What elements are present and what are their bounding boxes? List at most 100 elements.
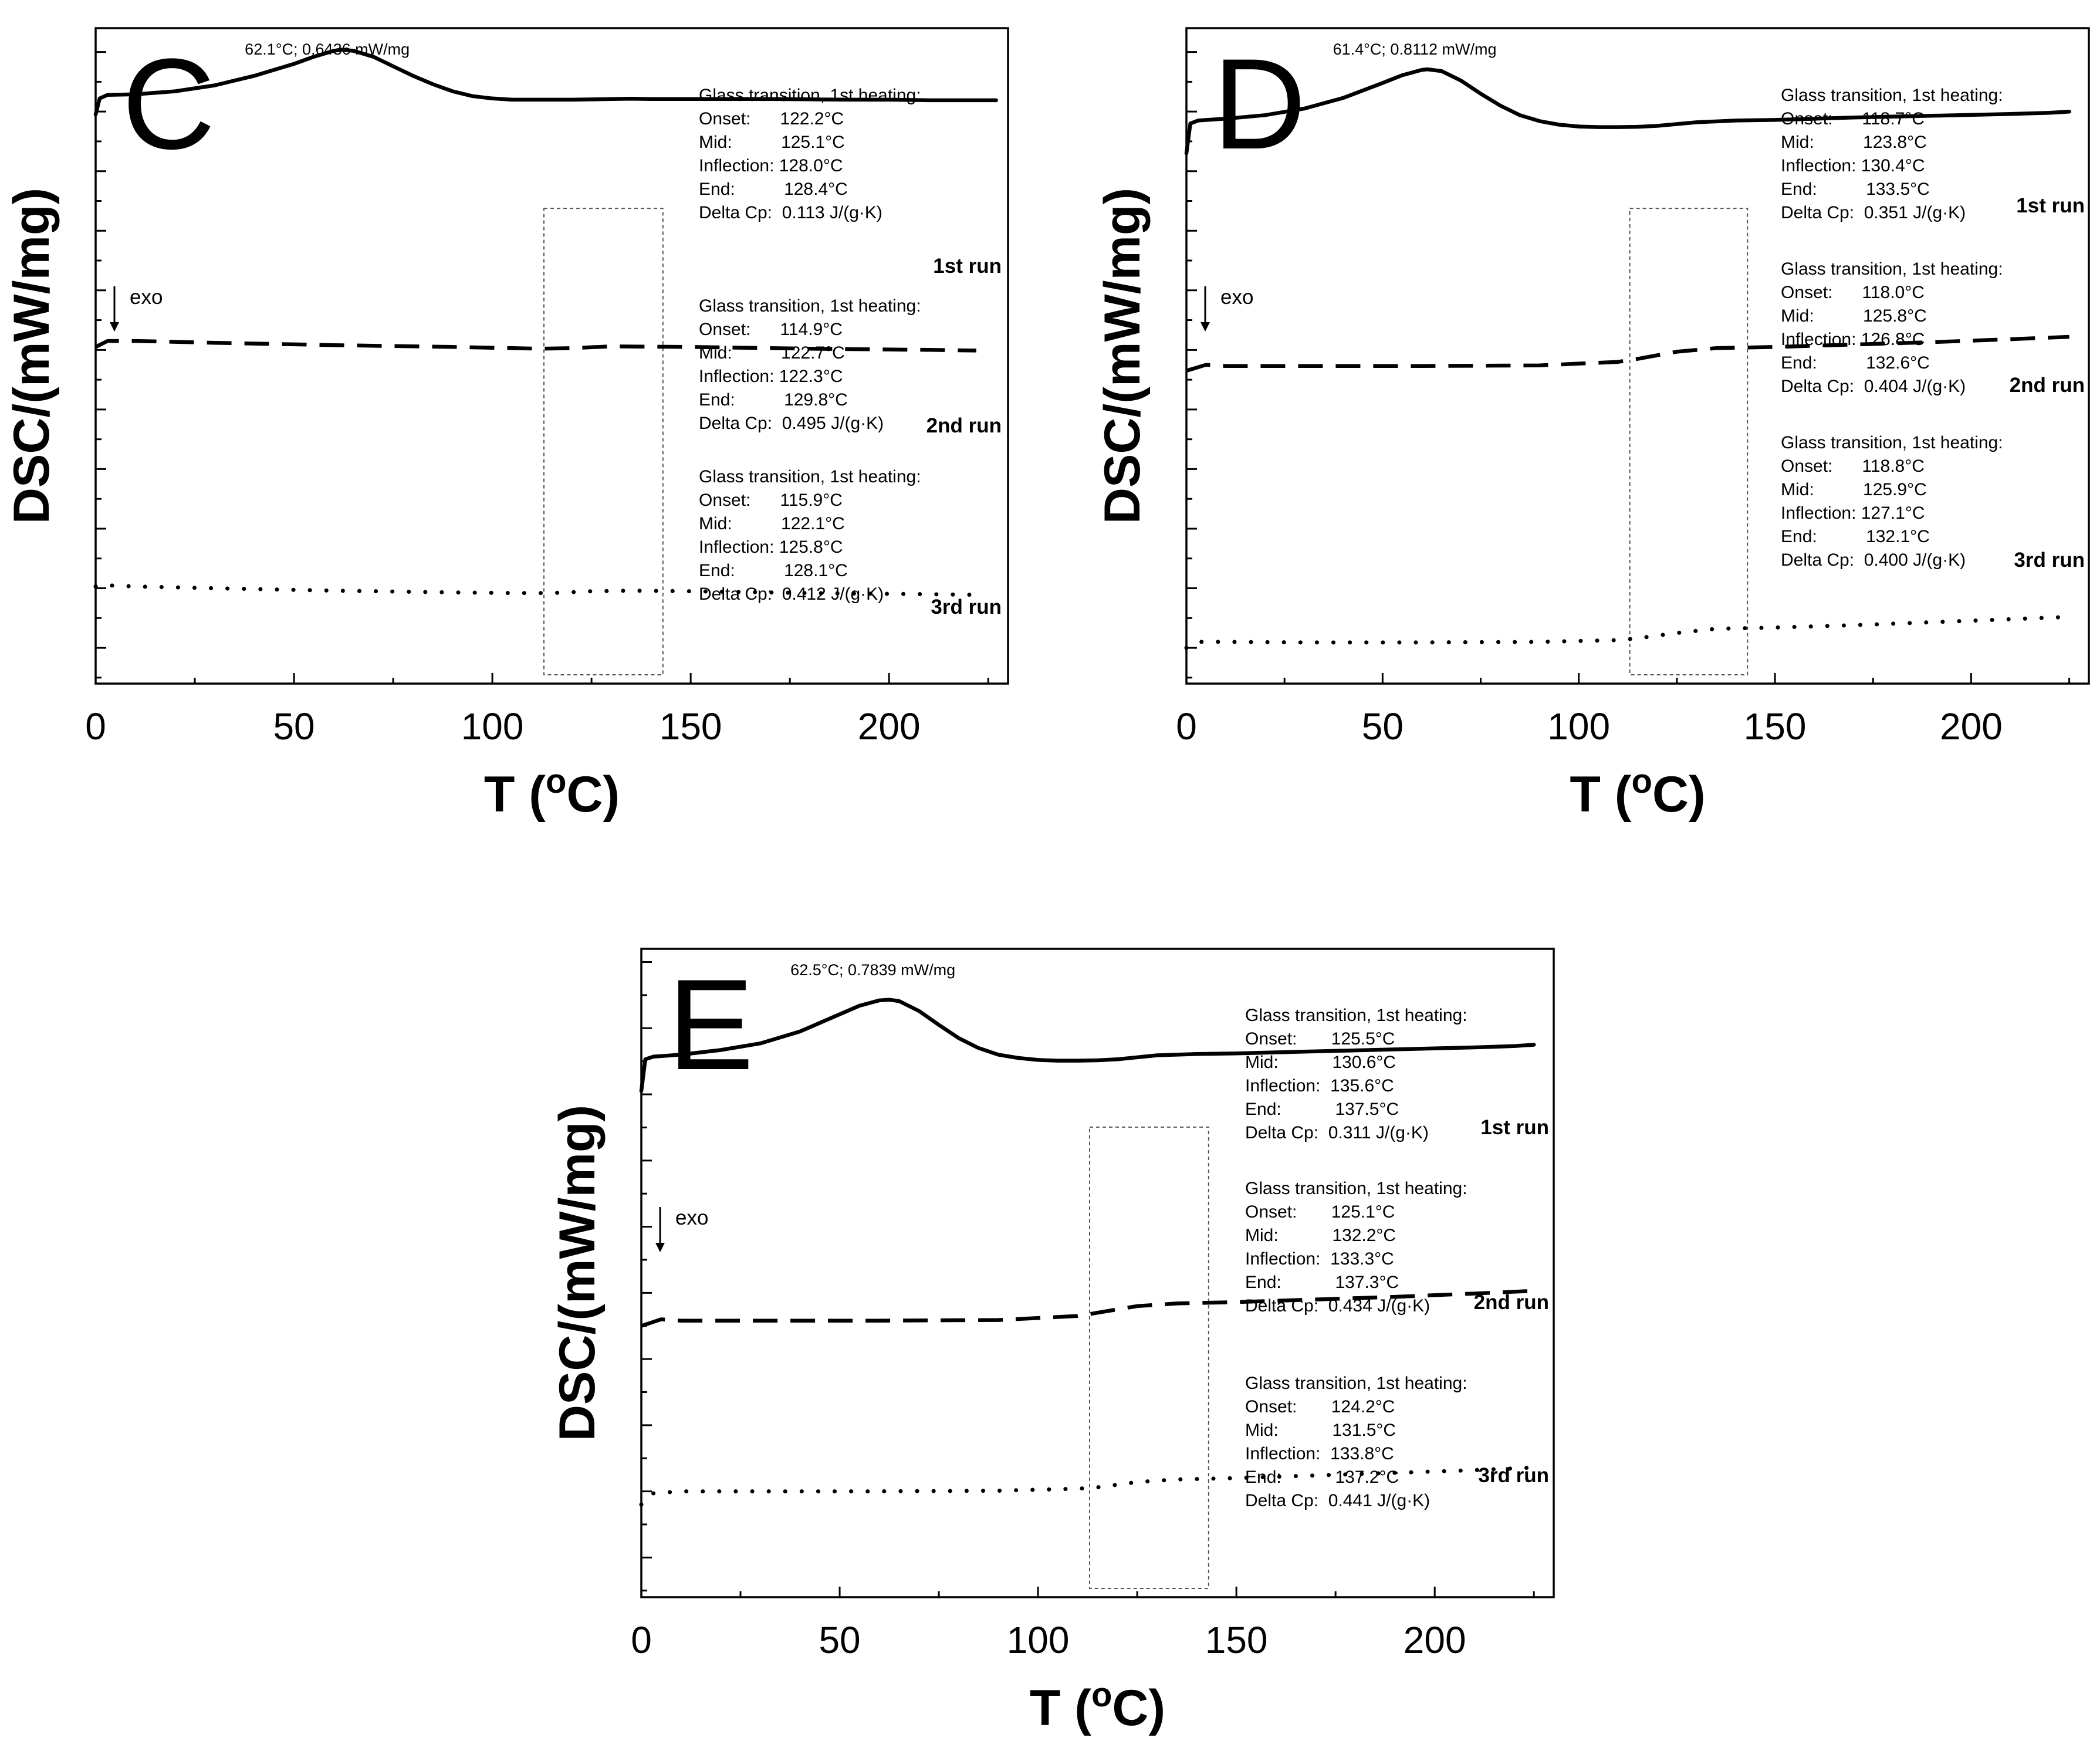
plot-frame [94, 27, 1009, 685]
glass-transition-line: Delta Cp: 0.404 J/(g·K) [1781, 377, 1966, 396]
glass-transition-line: Inflection: 122.3°C [699, 367, 843, 386]
glass-transition-line: End: 128.4°C [699, 180, 848, 199]
series-1st-run-line [639, 998, 1536, 1093]
glass-transition-line: Delta Cp: 0.400 J/(g·K) [1781, 550, 1966, 570]
glass-transition-line: Inflection: 133.3°C [1245, 1249, 1394, 1269]
x-axis-title: T (oC) [1570, 762, 1705, 823]
run-label: 3rd run [931, 596, 1002, 618]
series-3rd-run-line [1184, 614, 2072, 650]
glass-transition-line: Onset: 115.9°C [699, 491, 843, 510]
exo-arrowhead-icon [1201, 322, 1210, 332]
run-label: 1st run [2016, 194, 2085, 217]
peak-annotation: 62.1°C; 0.6436 mW/mg [245, 40, 410, 58]
glass-transition-line: End: 132.6°C [1781, 353, 1930, 373]
glass-transition-line: Mid: 125.8°C [1781, 306, 1927, 326]
x-tick-label: 150 [1744, 705, 1807, 748]
x-tick-label: 0 [85, 705, 106, 748]
glass-transition-line: End: 132.1°C [1781, 527, 1930, 546]
exo-arrowhead-icon [655, 1243, 665, 1252]
x-tick-label: 150 [1205, 1619, 1268, 1661]
glass-transition-heading: Glass transition, 1st heating: [699, 86, 921, 105]
run-label: 1st run [1480, 1116, 1549, 1139]
x-tick-label: 0 [631, 1619, 652, 1661]
glass-transition-line: Mid: 125.1°C [699, 133, 845, 152]
glass-transition-line: Mid: 132.2°C [1245, 1226, 1396, 1245]
glass-transition-line: Delta Cp: 0.441 J/(g·K) [1245, 1491, 1430, 1510]
x-tick-label: 50 [1362, 705, 1404, 748]
y-axis-title: DSC/(mW/mg) [1094, 188, 1151, 524]
glass-transition-line: End: 133.5°C [1781, 180, 1930, 199]
glass-transition-line: Mid: 130.6°C [1245, 1053, 1396, 1072]
glass-transition-line: End: 137.3°C [1245, 1273, 1399, 1292]
run-label: 3rd run [2014, 549, 2085, 572]
glass-transition-line: Delta Cp: 0.351 J/(g·K) [1781, 203, 1966, 222]
glass-transition-line: Delta Cp: 0.412 J/(g·K) [699, 584, 884, 604]
glass-transition-line: Onset: 118.8°C [1781, 457, 1925, 476]
x-tick-label: 50 [273, 705, 315, 748]
glass-transition-line: Onset: 122.2°C [699, 109, 844, 129]
peak-annotation: 61.4°C; 0.8112 mW/mg [1333, 40, 1497, 58]
glass-transition-line: End: 128.1°C [699, 561, 848, 580]
peak-annotation: 62.5°C; 0.7839 mW/mg [790, 961, 955, 979]
glass-transition-line: Inflection: 135.6°C [1245, 1076, 1394, 1096]
panel-letter: E [668, 952, 754, 1097]
glass-transition-line: Mid: 125.9°C [1781, 480, 1927, 499]
series-2nd-run-line [94, 339, 976, 353]
glass-transition-line: Mid: 131.5°C [1245, 1421, 1396, 1440]
glass-transition-line: Mid: 123.8°C [1781, 133, 1927, 152]
run-label: 3rd run [1478, 1464, 1549, 1487]
x-tick-label: 0 [1176, 705, 1197, 748]
x-tick-label: 200 [1940, 705, 2003, 748]
glass-transition-heading: Glass transition, 1st heating: [699, 296, 921, 316]
zoom-region-box [1629, 208, 1749, 675]
x-axis-title: T (oC) [1030, 1676, 1165, 1736]
zoom-region-box [1088, 1126, 1209, 1589]
glass-transition-line: Delta Cp: 0.434 J/(g·K) [1245, 1296, 1430, 1316]
x-tick-label: 100 [1007, 1619, 1070, 1661]
glass-transition-line: Delta Cp: 0.495 J/(g·K) [699, 414, 884, 433]
run-label: 2nd run [926, 414, 1002, 437]
x-tick-label: 100 [1547, 705, 1610, 748]
x-tick-label: 150 [660, 705, 722, 748]
glass-transition-line: Inflection: 133.8°C [1245, 1444, 1394, 1463]
glass-transition-line: Inflection: 126.8°C [1781, 330, 1925, 349]
zoom-region-box [543, 208, 664, 675]
x-tick-label: 100 [461, 705, 524, 748]
glass-transition-line: Onset: 118.7°C [1781, 109, 1925, 129]
exo-arrowhead-icon [110, 322, 119, 332]
exo-label: exo [675, 1206, 708, 1229]
x-tick-label: 200 [1404, 1619, 1466, 1661]
glass-transition-line: Inflection: 127.1°C [1781, 503, 1925, 523]
glass-transition-heading: Glass transition, 1st heating: [1245, 1374, 1467, 1393]
y-axis-title: DSC/(mW/mg) [549, 1105, 606, 1441]
glass-transition-line: End: 129.8°C [699, 390, 848, 410]
glass-transition-line: Inflection: 130.4°C [1781, 156, 1925, 175]
series-1st-run-line [93, 48, 998, 117]
run-label: 1st run [933, 255, 1002, 278]
glass-transition-line: Onset: 124.2°C [1245, 1397, 1395, 1416]
glass-transition-line: Delta Cp: 0.311 J/(g·K) [1245, 1123, 1429, 1142]
series-2nd-run-line [1186, 334, 2069, 373]
glass-transition-line: Mid: 122.1°C [699, 514, 845, 533]
glass-transition-heading: Glass transition, 1st heating: [1781, 433, 2003, 452]
glass-transition-heading: Glass transition, 1st heating: [1245, 1006, 1467, 1025]
x-tick-label: 50 [819, 1619, 860, 1661]
plot-frame [640, 948, 1555, 1598]
series-1st-run-line [1184, 67, 2071, 155]
glass-transition-line: Onset: 114.9°C [699, 320, 843, 339]
series-2nd-run-line [640, 1289, 1534, 1328]
panel-letter: C [122, 32, 215, 176]
glass-transition-heading: Glass transition, 1st heating: [699, 467, 921, 486]
exo-label: exo [1220, 286, 1253, 309]
glass-transition-heading: Glass transition, 1st heating: [1781, 259, 2003, 279]
series-3rd-run-line [93, 583, 979, 597]
glass-transition-heading: Glass transition, 1st heating: [1245, 1179, 1467, 1198]
glass-transition-line: End: 137.5°C [1245, 1100, 1399, 1119]
glass-transition-line: End: 137.2°C [1245, 1468, 1399, 1487]
plot-frame [1185, 27, 2090, 685]
glass-transition-line: Mid: 122.7°C [699, 343, 845, 363]
